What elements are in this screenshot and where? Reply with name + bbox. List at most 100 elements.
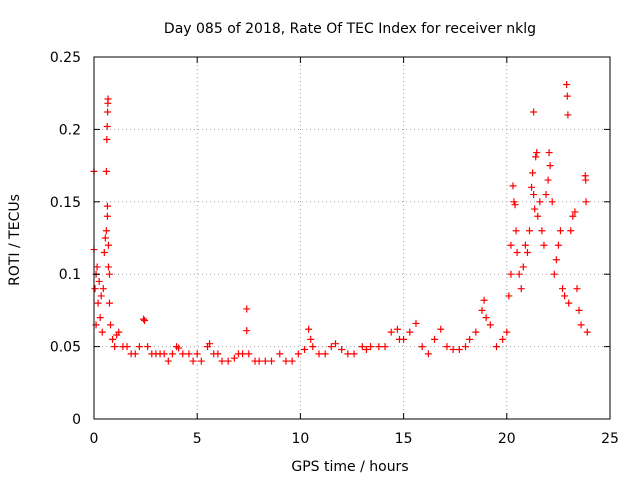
- data-point: [583, 328, 591, 336]
- data-point: [344, 350, 352, 358]
- grid-lines: [94, 57, 610, 419]
- data-point: [268, 357, 276, 365]
- data-point: [276, 350, 284, 358]
- data-point: [160, 350, 168, 358]
- data-point: [455, 345, 463, 353]
- data-point: [255, 357, 263, 365]
- data-point: [103, 212, 111, 220]
- data-point: [243, 305, 251, 313]
- data-point: [544, 176, 552, 184]
- data-point: [482, 314, 490, 322]
- x-tick-label: 15: [395, 431, 413, 447]
- data-point: [104, 241, 112, 249]
- data-point: [546, 162, 554, 170]
- data-point: [431, 335, 439, 343]
- y-tick-label: 0.2: [59, 122, 81, 138]
- data-point: [294, 350, 302, 358]
- data-point: [564, 111, 572, 119]
- data-point: [550, 270, 558, 278]
- data-point: [123, 343, 131, 351]
- data-point: [381, 343, 389, 351]
- y-axis-label: ROTI / TECUs: [7, 194, 23, 286]
- data-point: [95, 277, 103, 285]
- data-point: [582, 198, 590, 206]
- data-point: [575, 306, 583, 314]
- data-point: [367, 343, 375, 351]
- data-point: [519, 263, 527, 271]
- x-tick-label: 10: [291, 431, 309, 447]
- data-point: [327, 343, 335, 351]
- data-point: [554, 241, 562, 249]
- data-point: [513, 248, 521, 256]
- data-point: [517, 285, 525, 293]
- data-point: [529, 169, 537, 177]
- data-points: [90, 81, 591, 365]
- data-point: [350, 350, 358, 358]
- data-point: [406, 328, 414, 336]
- data-point: [175, 344, 183, 352]
- data-point: [135, 343, 143, 351]
- data-point: [100, 248, 108, 256]
- data-point: [507, 270, 515, 278]
- y-tick-label: 0.15: [50, 195, 81, 211]
- data-point: [103, 123, 111, 131]
- data-point: [532, 153, 540, 161]
- data-point: [393, 325, 401, 333]
- data-point: [104, 108, 112, 116]
- data-point: [548, 198, 556, 206]
- data-point: [362, 345, 370, 353]
- data-point: [315, 350, 323, 358]
- data-point: [533, 149, 541, 157]
- data-point: [96, 314, 104, 322]
- data-point: [569, 212, 577, 220]
- chart-title: Day 085 of 2018, Rate Of TEC Index for r…: [164, 21, 536, 37]
- data-point: [358, 343, 366, 351]
- data-point: [321, 350, 329, 358]
- data-point: [571, 208, 579, 216]
- data-point: [521, 241, 529, 249]
- data-point: [99, 285, 107, 293]
- data-point: [239, 350, 247, 358]
- data-point: [545, 149, 553, 157]
- data-point: [466, 335, 474, 343]
- data-point: [111, 343, 119, 351]
- data-point: [418, 343, 426, 351]
- x-tick-label: 25: [601, 431, 619, 447]
- y-tick-label: 0.05: [50, 340, 81, 356]
- data-point: [105, 299, 113, 307]
- data-point: [305, 325, 313, 333]
- x-tick-label: 20: [498, 431, 516, 447]
- data-point: [91, 285, 99, 293]
- data-point: [511, 201, 519, 209]
- data-point: [301, 345, 309, 353]
- data-point: [104, 263, 112, 271]
- data-point: [582, 176, 590, 184]
- data-point: [486, 321, 494, 329]
- data-point: [97, 292, 105, 300]
- data-point: [109, 335, 117, 343]
- data-point: [424, 350, 432, 358]
- data-point: [245, 350, 253, 358]
- data-point: [534, 212, 542, 220]
- data-point: [307, 335, 315, 343]
- data-point: [206, 340, 214, 348]
- data-point: [115, 328, 123, 336]
- data-point: [105, 270, 113, 278]
- data-point: [103, 136, 111, 144]
- data-point: [507, 241, 515, 249]
- data-point: [93, 263, 101, 271]
- data-point: [536, 198, 544, 206]
- data-point: [412, 319, 420, 327]
- data-point: [230, 354, 238, 362]
- data-point: [540, 241, 548, 249]
- data-point: [104, 95, 112, 103]
- data-point: [387, 328, 395, 336]
- x-axis-label: GPS time / hours: [291, 459, 408, 475]
- y-tick-label: 0.1: [59, 267, 81, 283]
- data-point: [462, 343, 470, 351]
- data-point: [530, 191, 538, 199]
- axis-ticks: 0 5 10 15 20 25 0 0.05 0.1 0.15 0.2 0.25: [50, 50, 619, 447]
- data-point: [282, 357, 290, 365]
- data-point: [480, 296, 488, 304]
- data-point: [556, 227, 564, 235]
